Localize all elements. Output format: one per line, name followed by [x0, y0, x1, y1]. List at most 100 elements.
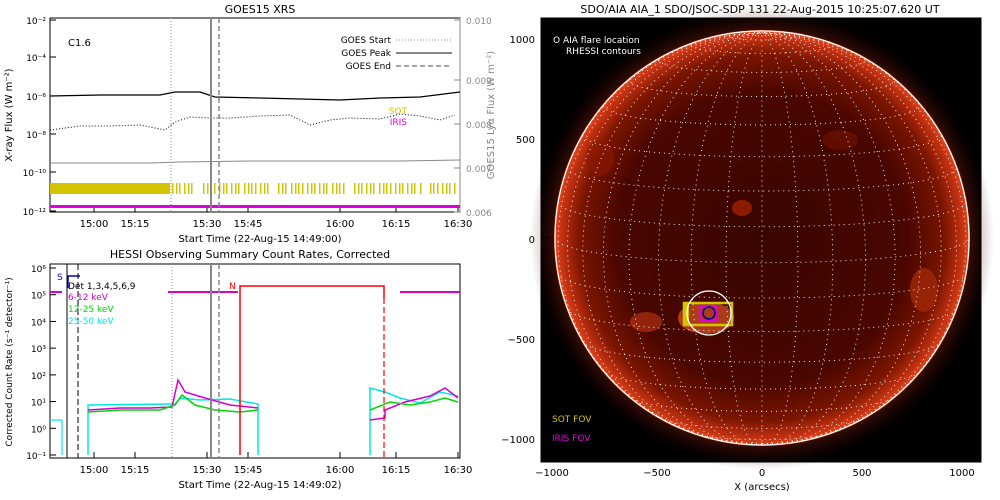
sot-coverage-tick: [238, 183, 240, 194]
hessi-25-50-kev-line: [87, 397, 259, 455]
goes-title: GOES15 XRS: [225, 3, 296, 16]
goes-long-channel-line: [49, 91, 461, 101]
legend-12-25-kev: 12-25 keV: [68, 305, 114, 315]
aia-flare-location-circle: [686, 290, 732, 336]
longitude-line: [761, 32, 866, 445]
sot-coverage-tick: [407, 183, 409, 194]
sun-ytick-label: 1000: [510, 35, 535, 46]
sot-coverage-tick: [295, 183, 297, 194]
sot-coverage-tick: [311, 183, 313, 194]
sot-coverage-tick: [339, 183, 341, 194]
sot-coverage-tick: [386, 183, 388, 194]
hessi-axes-frame: [49, 263, 461, 459]
sun-xtick-label: 1000: [949, 468, 974, 479]
longitude-line: [628, 32, 763, 445]
hessi-axis-ticks: 15:00 15:15 15:30 15:45 16:00 16:15 16:30 10⁻¹ 1…: [26, 265, 472, 476]
goes-xtick-label: 15:45: [234, 219, 263, 230]
hessi-saa-flag: [67, 275, 80, 288]
sun-disk: [554, 30, 970, 446]
sot-coverage-tick: [449, 183, 451, 194]
sot-coverage-tick: [214, 183, 216, 194]
sot-coverage-tick: [354, 183, 356, 194]
hessi-25-50-late: [369, 387, 459, 455]
sot-coverage-tick: [399, 183, 401, 194]
hessi-ytick-label: 10⁴: [31, 318, 46, 328]
sot-coverage-tick: [298, 183, 300, 194]
sot-coverage-tick: [302, 183, 304, 194]
legend-25-50-kev: 25-50 keV: [68, 317, 114, 327]
iris-fov-label: IRIS FOV: [552, 434, 591, 444]
goes-ytick-label: 10⁻¹⁰: [23, 169, 47, 179]
sot-coverage-tick: [414, 183, 416, 194]
legend-goes-end: GOES End: [346, 62, 391, 72]
latitude-line: [658, 415, 866, 429]
sot-coverage-tick: [442, 183, 444, 194]
sot-coverage-tick: [366, 183, 368, 194]
goes-ylabel-right: GOES15 Lyα Flux (W m⁻²): [486, 51, 497, 179]
sot-coverage-tick: [402, 183, 404, 194]
hessi-xlabel: Start Time (22-Aug-15 14:49:02): [178, 480, 341, 491]
sot-coverage-ticks: [172, 183, 456, 194]
goes-y2tick-label: 0.010: [466, 17, 492, 27]
sot-coverage-tick: [411, 183, 413, 194]
goes-short-channel-line: [49, 113, 456, 131]
sot-coverage-tick: [278, 183, 280, 194]
sot-coverage-tick: [291, 183, 293, 194]
sot-coverage-tick: [433, 183, 435, 194]
goes-xlabel: Start Time (22-Aug-15 14:49:00): [178, 234, 341, 245]
hessi-xtick-label: 16:30: [444, 465, 473, 476]
sot-coverage-tick: [437, 183, 439, 194]
hessi-ytick-label: 10⁵: [31, 292, 46, 302]
sun-ytick-label: 0: [529, 235, 535, 246]
hessi-saa-flag-label: S: [57, 273, 63, 283]
hessi-xtick-label: 15:30: [193, 465, 222, 476]
sot-coverage-tick: [323, 183, 325, 194]
hessi-6-12-kev-line: [87, 377, 259, 411]
latitude-line: [658, 59, 866, 73]
goes-y2tick-label: 0.008: [466, 121, 492, 131]
sun-ytick-label: −1000: [501, 435, 535, 446]
goes-xtick-label: 15:30: [193, 219, 222, 230]
longitude-line: [557, 32, 763, 444]
sot-coverage-tick: [395, 183, 397, 194]
sot-coverage-tick: [319, 183, 321, 194]
sot-coverage-tick: [326, 183, 328, 194]
latitude-line: [725, 35, 799, 41]
hessi-night-flag: [239, 285, 385, 455]
latitude-line: [690, 44, 834, 54]
sot-coverage-tick: [343, 183, 345, 194]
hessi-12-25-late: [369, 397, 459, 411]
heliographic-grid: [555, 32, 969, 445]
hessi-night-flag-label: N: [229, 282, 236, 292]
sot-coverage-tick: [383, 183, 385, 194]
hessi-xtick-label: 16:15: [382, 465, 411, 476]
sun-xtick-label: 0: [759, 468, 765, 479]
sot-fov-label: SOT FOV: [552, 415, 592, 425]
rhessi-contour: [702, 306, 716, 320]
goes-xtick-label: 15:15: [121, 219, 150, 230]
sot-coverage-tick: [430, 183, 432, 194]
sun-ytick-label: 500: [516, 135, 535, 146]
sot-coverage-tick: [282, 183, 284, 194]
goes-xtick-label: 16:15: [382, 219, 411, 230]
iris-fov-box: [699, 305, 717, 322]
hessi-xtick-label: 15:45: [234, 465, 263, 476]
goes-axis-ticks: 15:00 15:15 15:30 15:45 16:00 16:15 16:30 10⁻¹²…: [23, 17, 492, 230]
hessi-ytick-label: 10⁻¹: [26, 452, 46, 462]
sun-axes-frame: [540, 17, 982, 463]
goes-axes-frame: [49, 17, 461, 213]
sun-ytick-label: −500: [508, 335, 535, 346]
sot-coverage-tick: [390, 183, 392, 194]
hessi-xtick-label: 15:15: [121, 465, 150, 476]
sot-coverage-solid: [50, 183, 170, 194]
sot-coverage-tick: [255, 183, 257, 194]
sot-coverage-tick: [191, 183, 193, 194]
hessi-ytick-label: 10⁶: [31, 265, 46, 275]
goes-flare-class: C1.6: [68, 38, 91, 49]
goes-ytick-label: 10⁻⁸: [26, 131, 46, 141]
sot-coverage-tick: [184, 183, 186, 194]
sot-coverage-tick: [267, 183, 269, 194]
sot-coverage-tick: [176, 183, 178, 194]
longitude-line: [658, 32, 763, 445]
sot-coverage-tick: [446, 183, 448, 194]
